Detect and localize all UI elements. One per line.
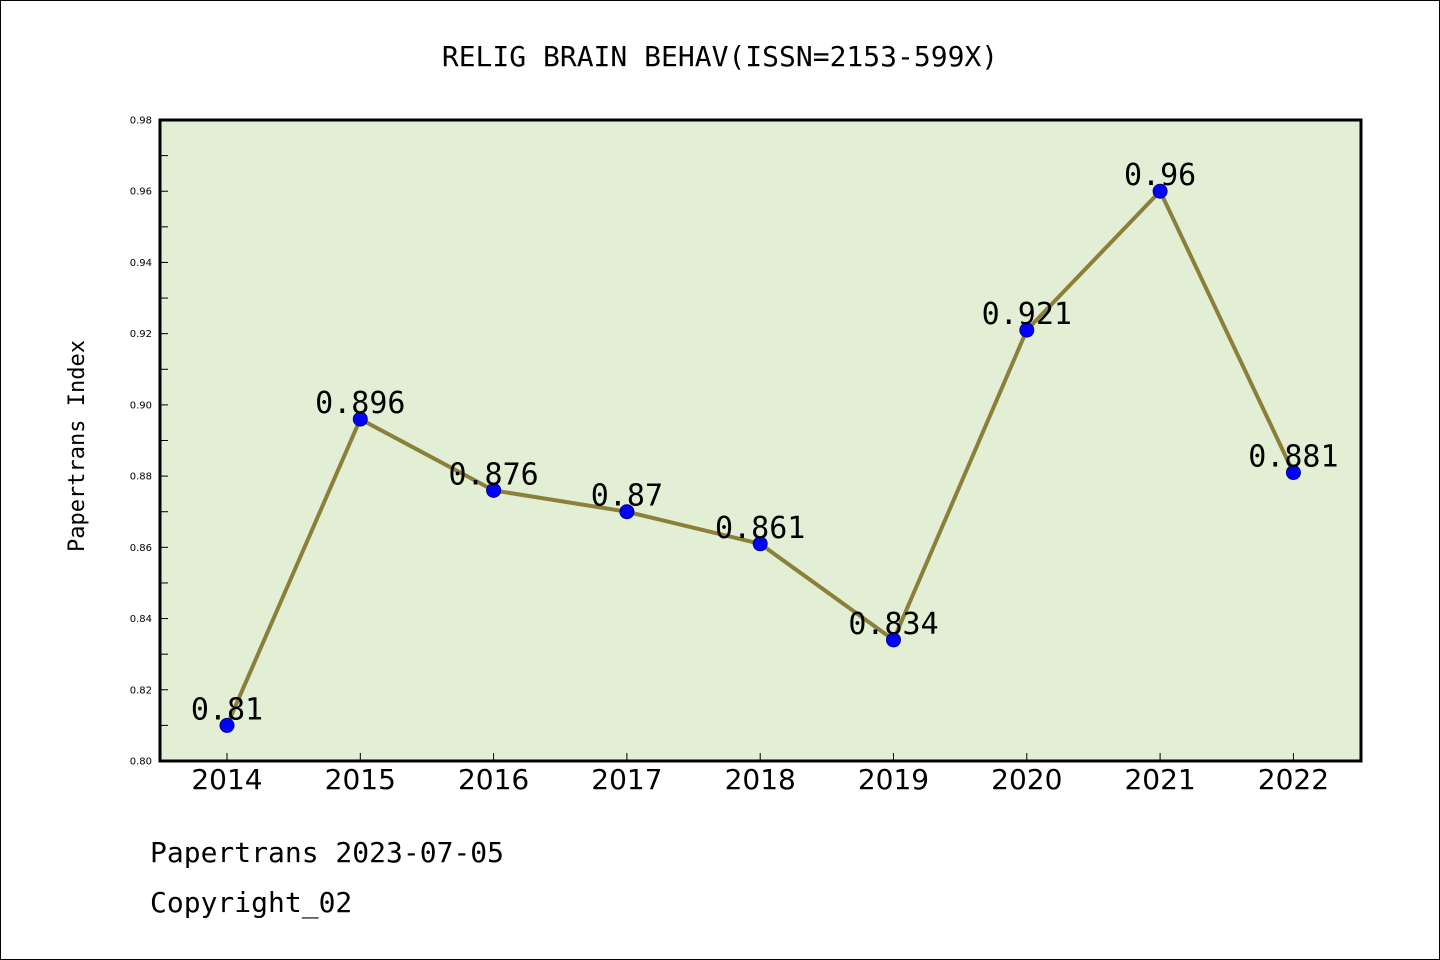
y-tick-label: 0.96 [130,187,152,198]
data-label: 0.896 [315,386,405,421]
y-tick-label: 0.90 [130,400,152,411]
y-tick-label: 0.94 [130,258,152,269]
data-point [619,504,635,520]
data-label: 0.921 [982,297,1072,332]
data-point [219,717,235,733]
data-point [1285,465,1301,481]
y-tick-label: 0.92 [130,329,152,340]
y-axis-label: Papertrans Index [65,340,90,552]
data-points [219,183,1301,733]
footer-copyright: Copyright_02 [150,886,353,919]
x-tick-label: 2017 [591,763,662,796]
data-label: 0.861 [715,511,805,546]
x-tick-label: 2014 [191,763,262,796]
plot-area [160,120,1361,761]
y-tick-label: 0.98 [130,116,152,127]
y-tick-label: 0.82 [130,685,152,696]
data-label: 0.834 [848,607,938,642]
chart-title: RELIG BRAIN BEHAV(ISSN=2153-599X) [442,40,998,73]
x-tick-label: 2022 [1258,763,1329,796]
data-point [352,411,368,427]
footer-date: Papertrans 2023-07-05 [150,836,505,869]
data-label: 0.876 [448,457,538,492]
data-label: 0.81 [191,692,263,727]
x-tick-label: 2016 [458,763,529,796]
x-axis: 2014 2015 2016 2017 2018 2019 2020 2021 2022 [191,753,1329,796]
plot-border [158,118,1363,763]
x-tick-label: 2020 [991,763,1062,796]
y-tick-label: 0.88 [130,472,152,483]
x-tick-label: 2015 [325,763,396,796]
y-tick-label: 0.84 [130,614,152,625]
data-labels: 0.81 0.896 0.876 0.87 0.861 0.834 0.921 0.96 0.8… [191,158,1339,727]
x-tick-label: 2019 [858,763,929,796]
x-tick-label: 2018 [725,763,796,796]
data-label: 0.96 [1124,158,1196,193]
data-point [1152,183,1168,199]
x-tick-label: 2021 [1124,763,1195,796]
data-label: 0.881 [1248,440,1338,475]
y-tick-label: 0.86 [130,543,152,554]
y-tick-label: 0.80 [130,757,152,768]
data-point [886,632,901,648]
data-label: 0.87 [591,479,663,514]
data-point [1019,322,1035,338]
data-point [752,536,768,552]
data-point [486,482,502,498]
